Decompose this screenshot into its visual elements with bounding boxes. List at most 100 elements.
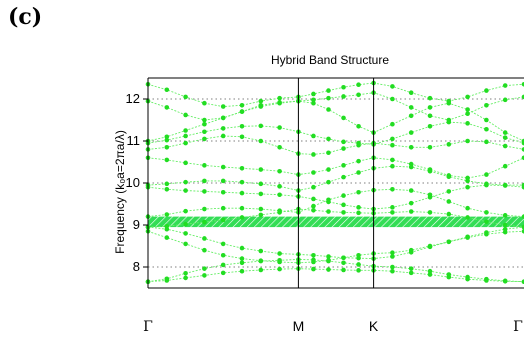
band-line bbox=[147, 100, 524, 142]
band-point bbox=[484, 88, 489, 93]
band-point bbox=[465, 215, 470, 220]
band-point bbox=[521, 147, 524, 152]
band-point bbox=[341, 193, 346, 198]
band-point bbox=[341, 94, 346, 99]
band-point bbox=[311, 203, 316, 209]
band-point bbox=[427, 244, 433, 250]
band-point bbox=[341, 202, 346, 208]
band-line bbox=[147, 165, 524, 192]
band-point bbox=[390, 268, 395, 274]
band-point bbox=[502, 135, 508, 140]
band-point bbox=[239, 256, 245, 261]
band-point bbox=[258, 167, 264, 172]
band-point bbox=[220, 104, 226, 109]
x-tick-label: Γ bbox=[513, 319, 523, 335]
band-point bbox=[311, 184, 316, 190]
band-point bbox=[220, 133, 226, 139]
band-series bbox=[145, 80, 524, 285]
band-point bbox=[356, 140, 361, 146]
band-point bbox=[326, 179, 331, 185]
band-point bbox=[239, 103, 245, 108]
band-point bbox=[258, 206, 264, 212]
band-point bbox=[356, 170, 361, 175]
band-point bbox=[446, 239, 452, 245]
chart-title: Hybrid Band Structure bbox=[271, 53, 389, 67]
band-point bbox=[326, 136, 331, 142]
band-point bbox=[277, 259, 282, 265]
band-point bbox=[427, 272, 433, 277]
band-point bbox=[521, 155, 524, 161]
band-point bbox=[341, 260, 346, 266]
band-point bbox=[356, 124, 361, 129]
band-point bbox=[326, 199, 331, 205]
band-point bbox=[220, 252, 226, 258]
band-point bbox=[427, 167, 433, 172]
band-point bbox=[164, 223, 170, 229]
band-point bbox=[390, 205, 395, 210]
band-point bbox=[202, 136, 207, 142]
band-point bbox=[164, 212, 170, 217]
band-line bbox=[147, 82, 524, 108]
band-point bbox=[202, 178, 207, 184]
band-point bbox=[277, 266, 282, 272]
band-point bbox=[183, 208, 188, 214]
symmetry-dividers bbox=[297, 78, 375, 288]
band-point bbox=[183, 160, 188, 166]
band-point bbox=[202, 189, 207, 194]
band-4 bbox=[145, 224, 524, 261]
band-point bbox=[390, 187, 395, 192]
band-point bbox=[202, 247, 207, 253]
band-point bbox=[427, 113, 433, 119]
band-point bbox=[502, 213, 508, 218]
band-point bbox=[164, 137, 170, 143]
band-point bbox=[311, 170, 316, 175]
band-point bbox=[258, 98, 264, 104]
band-point bbox=[326, 150, 331, 156]
band-point bbox=[277, 192, 282, 198]
band-point bbox=[220, 241, 226, 247]
band-point bbox=[390, 157, 395, 163]
band-point bbox=[183, 179, 188, 185]
band-point bbox=[202, 121, 207, 127]
band-point bbox=[258, 258, 264, 264]
y-tick-label: 10 bbox=[126, 175, 140, 190]
band-point bbox=[390, 121, 395, 127]
band-line bbox=[147, 258, 524, 283]
band-point bbox=[390, 96, 395, 102]
band-point bbox=[408, 200, 414, 206]
band-point bbox=[484, 126, 489, 132]
y-tick-label: 11 bbox=[127, 133, 141, 148]
band-point bbox=[183, 271, 188, 276]
band-point bbox=[258, 212, 264, 218]
band-point bbox=[356, 189, 361, 195]
band-point bbox=[408, 145, 414, 150]
band-point bbox=[164, 181, 170, 187]
band-point bbox=[446, 142, 452, 147]
x-tick-label: K bbox=[369, 318, 379, 334]
band-point bbox=[164, 105, 170, 110]
band-point bbox=[465, 234, 470, 240]
panel-label: (c) bbox=[8, 4, 43, 30]
band-8 bbox=[145, 163, 524, 193]
band-point bbox=[502, 222, 508, 228]
band-point bbox=[465, 94, 470, 100]
band-point bbox=[408, 266, 414, 271]
band-point bbox=[465, 138, 470, 144]
band-point bbox=[202, 117, 207, 123]
band-point bbox=[356, 210, 361, 216]
band-gap-rect bbox=[148, 216, 524, 228]
band-point bbox=[311, 266, 316, 272]
band-point bbox=[220, 217, 226, 223]
band-point bbox=[408, 90, 414, 95]
band-point bbox=[258, 181, 264, 187]
band-3 bbox=[145, 229, 524, 266]
band-point bbox=[239, 179, 245, 185]
band-point bbox=[427, 124, 433, 129]
band-point bbox=[408, 209, 414, 214]
band-point bbox=[277, 145, 282, 150]
band-point bbox=[202, 219, 207, 225]
band-point bbox=[446, 199, 452, 204]
band-point bbox=[484, 172, 489, 177]
band-point bbox=[408, 130, 414, 135]
band-point bbox=[484, 276, 489, 282]
